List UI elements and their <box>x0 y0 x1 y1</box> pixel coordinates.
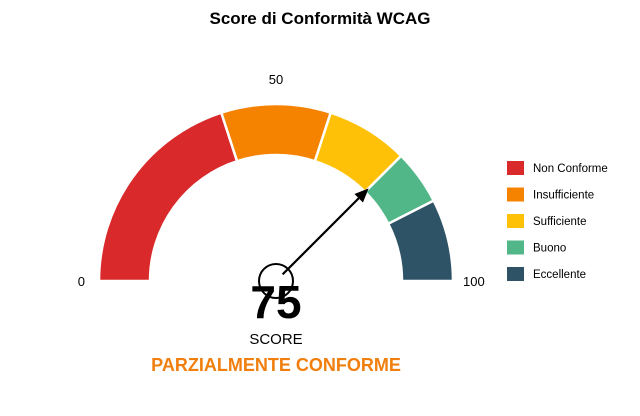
legend-swatch <box>507 187 524 202</box>
legend-label: Non Conforme <box>533 163 608 175</box>
legend-label: Buono <box>533 243 566 255</box>
legend-swatch <box>507 267 524 281</box>
gauge-segment-insufficiente <box>219 102 333 163</box>
legend-item-non-conforme: Non Conforme <box>507 161 608 175</box>
tick-label-100: 100 <box>463 274 485 289</box>
legend-label: Sufficiente <box>533 216 587 228</box>
legend-item-buono: Buono <box>507 240 566 255</box>
legend-item-insufficiente: Insufficiente <box>507 187 594 202</box>
gauge-segments <box>97 102 455 283</box>
legend-label: Eccellente <box>533 269 586 281</box>
needle-shaft <box>281 197 360 276</box>
gauge-value: 75 <box>250 276 301 328</box>
legend-swatch <box>507 240 524 255</box>
legend-swatch <box>507 161 524 175</box>
gauge-needle <box>258 188 369 299</box>
legend-item-sufficiente: Sufficiente <box>507 214 587 228</box>
needle-arrowhead <box>354 188 369 203</box>
legend: Non Conforme Insufficiente Sufficiente Buon… <box>507 161 608 281</box>
gauge-ticks: 0 50 100 <box>78 72 485 289</box>
tick-label-50: 50 <box>269 72 283 87</box>
gauge-segment-eccellente <box>386 198 455 283</box>
chart-title: Score di Conformità WCAG <box>209 9 430 28</box>
legend-label: Insufficiente <box>533 190 594 202</box>
score-label: SCORE <box>249 331 302 348</box>
compliance-status: PARZIALMENTE CONFORME <box>151 355 401 375</box>
legend-item-eccellente: Eccellente <box>507 267 586 281</box>
tick-label-0: 0 <box>78 274 85 289</box>
gauge-segment-non-conforme <box>97 111 239 283</box>
legend-swatch <box>507 214 524 228</box>
